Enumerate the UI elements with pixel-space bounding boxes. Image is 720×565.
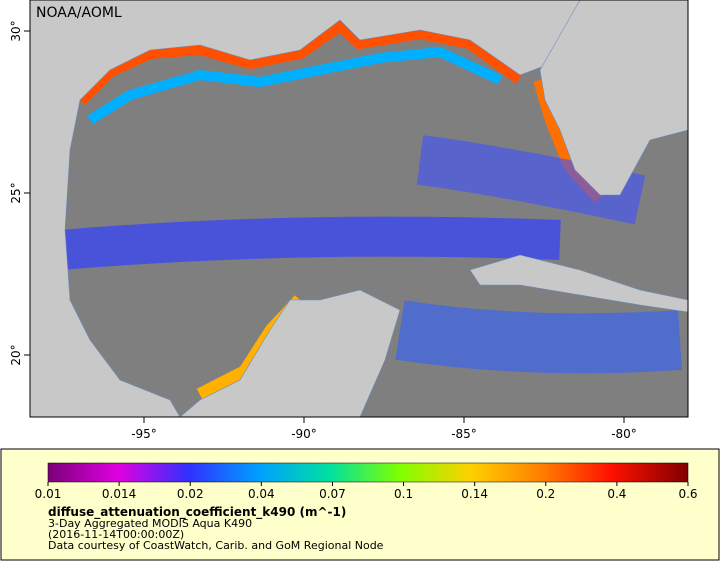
lon-tick-label: -90° bbox=[291, 427, 317, 441]
watermark: NOAA/AOML bbox=[36, 5, 122, 21]
colorbar-tick-label: 0.6 bbox=[678, 487, 697, 501]
caption-line: (2016-11-14T00:00:00Z) bbox=[48, 528, 184, 541]
colorbar-tick-label: 0.4 bbox=[607, 487, 626, 501]
lon-tick-label: -95° bbox=[131, 427, 157, 441]
caption-line: 3-Day Aggregated MODIS Aqua K490 bbox=[48, 517, 252, 530]
colorbar-tick-label: 0.02 bbox=[177, 487, 204, 501]
colorbar-tick-label: 0.014 bbox=[102, 487, 136, 501]
variable-name: diffuse_attenuation_coefficient_k490 (m^… bbox=[48, 505, 346, 520]
colorbar-tick-label: 0.2 bbox=[536, 487, 555, 501]
lon-tick-label: -85° bbox=[451, 427, 477, 441]
lat-tick-label: 25° bbox=[9, 182, 23, 203]
colorbar-tick-label: 0.04 bbox=[248, 487, 275, 501]
colorbar bbox=[47, 462, 689, 483]
caption-line: Data courtesy of CoastWatch, Carib. and … bbox=[48, 539, 384, 552]
map-frame bbox=[29, 0, 689, 418]
colorbar-tick-label: 0.1 bbox=[394, 487, 413, 501]
lon-tick-label: -80° bbox=[611, 427, 637, 441]
lat-tick-label: 20° bbox=[9, 344, 23, 365]
map: NOAA/AOML bbox=[29, 0, 689, 418]
land bbox=[29, 0, 689, 418]
colorbar-tick-label: 0.01 bbox=[35, 487, 62, 501]
colorbar-tick-label: 0.14 bbox=[461, 487, 488, 501]
lat-tick-label: 30° bbox=[9, 20, 23, 41]
colorbar-tick-label: 0.07 bbox=[319, 487, 346, 501]
